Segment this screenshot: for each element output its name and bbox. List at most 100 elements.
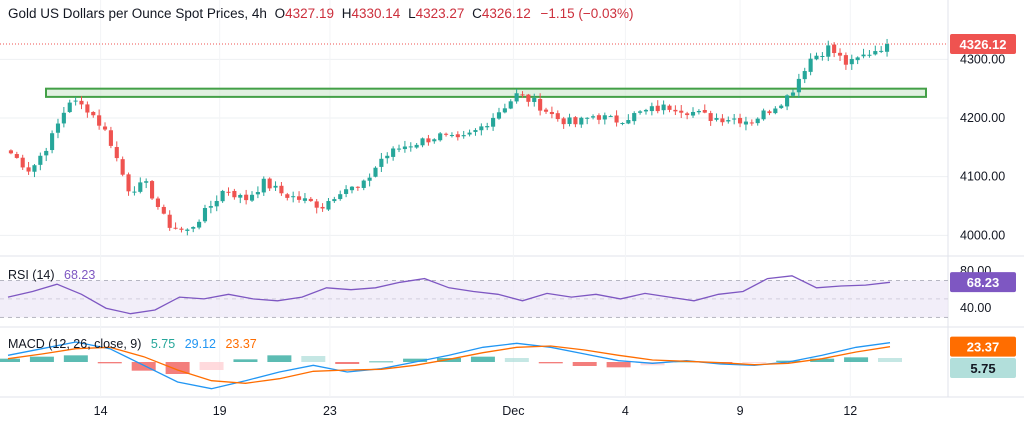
candle-body <box>238 194 243 198</box>
candle <box>685 111 690 120</box>
high-label: H <box>341 6 352 21</box>
candle-body <box>679 110 684 113</box>
candle <box>379 152 384 172</box>
candle-body <box>279 185 284 194</box>
candle-body <box>261 178 266 193</box>
candle <box>402 140 407 153</box>
candle-body <box>267 178 272 189</box>
candle <box>832 42 837 58</box>
macd-histogram-bar <box>538 362 563 364</box>
candle-body <box>373 167 378 177</box>
macd-histogram-bar <box>844 357 869 362</box>
resistance-zone <box>45 87 927 98</box>
candle <box>197 219 202 230</box>
candle <box>679 105 684 119</box>
candle <box>532 93 537 107</box>
candle <box>467 129 472 137</box>
candle-body <box>114 147 119 159</box>
candle <box>461 130 466 139</box>
candle-body <box>567 117 572 124</box>
macd-line <box>7 341 891 390</box>
candle <box>26 161 31 175</box>
candle-body <box>814 55 819 60</box>
candle-body <box>455 134 460 138</box>
price-tick-label: 4200.00 <box>960 111 1005 125</box>
candle <box>314 198 319 214</box>
candle <box>85 101 90 118</box>
candle <box>579 116 584 128</box>
candle-body <box>620 122 625 124</box>
macd-legend: MACD (12, 26, close, 9) 5.75 29.12 23.37 <box>8 337 263 351</box>
candle <box>120 156 125 177</box>
candle <box>643 108 649 115</box>
candle <box>202 204 208 224</box>
time-tick-label: Dec <box>502 404 524 418</box>
time-tick-label: 14 <box>94 404 108 418</box>
candle-body <box>308 198 313 202</box>
candle <box>161 204 166 215</box>
candle-body <box>396 148 402 150</box>
candle-body <box>538 98 543 111</box>
rsi-label: RSI (14) <box>8 268 55 282</box>
price-tick-label: 4100.00 <box>960 170 1005 184</box>
candle <box>144 178 149 189</box>
candle <box>508 99 513 110</box>
candle <box>732 113 737 125</box>
candle <box>561 116 566 129</box>
candle <box>273 181 278 191</box>
candle-body <box>832 44 837 54</box>
time-tick-label: 19 <box>213 404 227 418</box>
close-label: C <box>472 6 482 21</box>
candle-body <box>191 227 196 229</box>
candle-body <box>796 78 801 93</box>
candle-body <box>708 113 713 121</box>
candle-body <box>185 229 190 231</box>
candle-body <box>20 157 25 168</box>
price-badge-box <box>950 34 1016 55</box>
candle-body <box>150 181 155 199</box>
time-tick-label: 23 <box>323 404 337 418</box>
macd-histogram-bar <box>301 356 326 362</box>
candle-body <box>614 115 619 123</box>
candle-body <box>579 117 584 125</box>
candle <box>132 186 137 196</box>
candle <box>673 105 678 116</box>
candle-body <box>232 190 237 198</box>
macd-histogram-bar <box>437 358 461 362</box>
candle-body <box>826 45 831 57</box>
candle <box>708 110 713 126</box>
macd-signal-badge: 23.37 <box>950 336 1016 357</box>
candle-body <box>661 104 666 111</box>
candle-body <box>873 51 878 55</box>
candle-body <box>585 117 590 119</box>
candle-body <box>714 118 719 120</box>
time-tick-label: 12 <box>843 404 857 418</box>
candle-body <box>208 206 213 208</box>
candle-body <box>67 102 72 113</box>
candle-body <box>449 135 454 137</box>
macd-histogram-bar <box>572 362 597 366</box>
candle-body <box>97 115 102 126</box>
candle <box>214 195 219 212</box>
candle-body <box>673 109 678 112</box>
candle <box>626 114 631 125</box>
candle <box>73 97 78 106</box>
candle <box>126 172 131 196</box>
candle <box>820 52 825 61</box>
macd-histogram-bar <box>29 356 54 362</box>
candle-body <box>44 150 49 156</box>
candle <box>502 103 507 114</box>
low-value: 4323.27 <box>415 6 465 21</box>
candle <box>249 191 255 202</box>
candle-body <box>849 58 854 65</box>
candle <box>473 128 478 136</box>
candle-body <box>379 158 384 167</box>
macd-histogram-bar <box>267 355 292 362</box>
macd-histogram-bar <box>403 358 428 362</box>
macd-histogram-bar <box>470 356 495 362</box>
candle <box>632 111 637 125</box>
macd-histogram-bar <box>165 362 190 374</box>
candle <box>485 122 490 131</box>
macd-histogram-bar <box>878 358 902 362</box>
candle-body <box>649 106 654 112</box>
